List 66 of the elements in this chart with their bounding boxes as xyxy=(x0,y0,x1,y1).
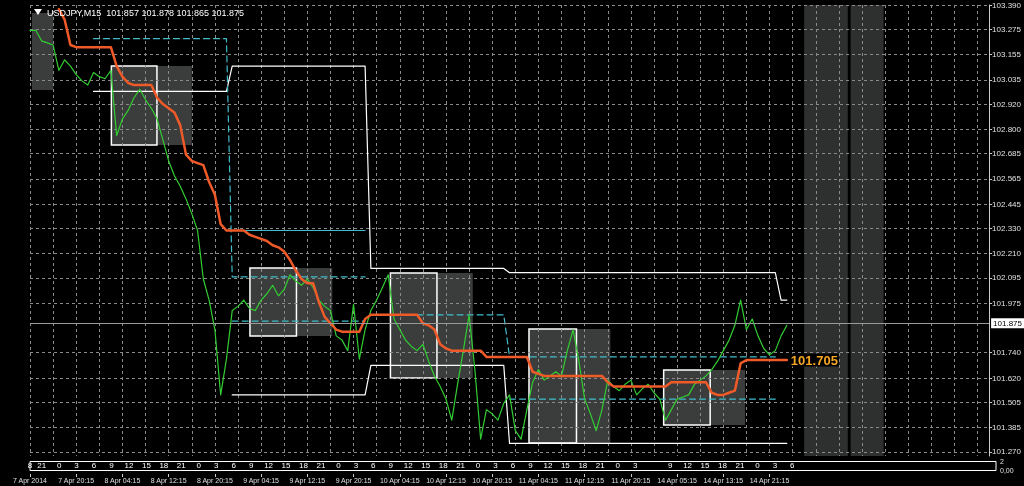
x-tick-label: 18 xyxy=(718,461,728,470)
x-tick-label: 6 xyxy=(510,461,516,470)
ref-line-label: 101.875 xyxy=(993,318,1023,328)
x-tick-label: 15 xyxy=(421,461,431,470)
x-tick-label: 0 xyxy=(475,461,481,470)
x-tick-label: 0 xyxy=(336,461,342,470)
y-tick-label: 102.685 xyxy=(992,149,1022,159)
x-tick-label: 12 xyxy=(403,461,414,470)
x-tick-label: 21 xyxy=(316,461,326,470)
y-tick-label: 103.035 xyxy=(992,75,1022,85)
x-tick-label: 21 xyxy=(456,461,466,470)
y-tick-label: 102.800 xyxy=(992,124,1022,134)
x-tick-label: 18 xyxy=(159,461,169,470)
y-tick-label: 103.390 xyxy=(992,0,1022,10)
x-tick-label: 15 xyxy=(281,461,292,470)
y-tick-label: 102.095 xyxy=(992,273,1022,283)
y-tick-label: 102.330 xyxy=(992,223,1022,233)
x-tick-label: 0 xyxy=(56,461,62,470)
x-tick-label: 9 xyxy=(667,461,673,470)
x-tick-label: 9 xyxy=(388,461,394,470)
x-tick-label: 6 xyxy=(231,461,237,470)
x-tick-label: 3 xyxy=(74,461,80,470)
x-tick-label: 0 xyxy=(615,461,621,470)
y-tick-label: 101.385 xyxy=(992,423,1022,433)
x-tick-label: 3 xyxy=(632,461,638,470)
x-tick-label: 21 xyxy=(176,461,187,470)
y-tick-label: 102.445 xyxy=(992,199,1022,209)
x-tick-label: 3 xyxy=(493,461,499,470)
y-tick-label: 102.565 xyxy=(992,174,1022,184)
x-tick-label: 0 xyxy=(755,461,761,470)
x-tick-label: 9 xyxy=(528,461,534,470)
y-tick-label: 103.275 xyxy=(992,24,1022,34)
x-tick-label: 3 xyxy=(353,461,359,470)
y-tick-label: 101.975 xyxy=(992,298,1022,308)
x-tick-label: 3 xyxy=(772,461,778,470)
x-tick-label: 18 xyxy=(438,461,449,470)
x-tick-label: 12 xyxy=(683,461,693,470)
x-tick-label: 12 xyxy=(543,461,553,470)
y-tick-label: 101.270 xyxy=(992,447,1022,457)
x-tick-label: 18 xyxy=(299,461,309,470)
y-tick-label: 101.505 xyxy=(992,397,1022,407)
x-tick-label: 0 xyxy=(196,461,202,470)
x-tick-label: 8 xyxy=(27,461,33,470)
line-series xyxy=(92,65,788,301)
x-tick-label: 21 xyxy=(595,461,606,470)
x-tick-label: 21 xyxy=(735,461,745,470)
x-tick-label: 9 xyxy=(248,461,254,470)
x-tick-label: 18 xyxy=(578,461,588,470)
x-tick-label: 15 xyxy=(141,461,152,470)
y-tick-label: 103.155 xyxy=(992,50,1022,60)
x-tick-label: 6 xyxy=(371,461,377,470)
x-tick-label: 12 xyxy=(264,461,274,470)
x-tick-label: 9 xyxy=(109,461,115,470)
y-tick-label: 101.740 xyxy=(992,348,1022,358)
x-tick-label: 6 xyxy=(91,461,97,470)
x-tick-label: 15 xyxy=(560,461,571,470)
y-tick-label: 101.620 xyxy=(992,373,1022,383)
x-tick-label: 6 xyxy=(790,461,796,470)
y-tick-label: 102.210 xyxy=(992,249,1022,259)
x-tick-label: 21 xyxy=(37,461,47,470)
x-tick-label: 3 xyxy=(213,461,219,470)
x-tick-label: 12 xyxy=(124,461,134,470)
line-series xyxy=(29,29,788,440)
y-tick-label: 102.920 xyxy=(992,99,1022,109)
x-tick-label: 15 xyxy=(700,461,711,470)
annotation: 101.705 xyxy=(790,352,838,368)
